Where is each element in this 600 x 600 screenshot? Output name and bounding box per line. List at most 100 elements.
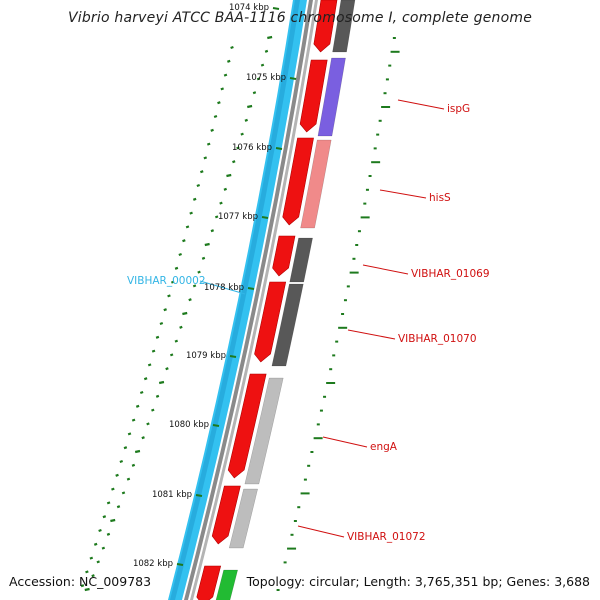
kbp-tick-mark <box>261 216 269 219</box>
gc-skew-tick <box>226 173 232 178</box>
gc-skew-tick <box>110 518 116 523</box>
kbp-tick-mark <box>229 355 237 358</box>
gc-content-tick <box>93 542 98 546</box>
kbp-tick-label: 1077 kbp <box>218 212 258 222</box>
gc-skew-tick <box>165 367 169 371</box>
gc-content-tick <box>185 225 190 229</box>
gene-callouts: ispG hisS VIBHAR_01069 VIBHAR_01070 engA VIBH… <box>127 99 490 543</box>
kbp-tick-label: 1079 kbp <box>186 351 226 361</box>
gene-callout-line <box>362 264 409 275</box>
gc-skew-tick <box>232 160 236 164</box>
cog-category-block <box>317 57 346 137</box>
gc-skew-tick <box>101 546 106 550</box>
gc-skew-tick <box>256 77 261 81</box>
gc-content-tick <box>115 473 119 477</box>
gc-skew-tick <box>134 449 141 454</box>
gc-content-tick <box>159 321 164 326</box>
gc-content-tick <box>227 59 231 63</box>
gc-content-tick <box>230 45 234 50</box>
backbone-line-inner <box>189 0 318 600</box>
gene-label: VIBHAR_01072 <box>347 531 426 543</box>
gc-skew-tick <box>141 436 145 440</box>
gc-content-tick <box>210 128 214 132</box>
gc-content-tick <box>80 584 85 588</box>
gc-skew-tick <box>126 477 131 481</box>
gc-skew-tick <box>106 532 111 536</box>
cog-category-block <box>228 488 258 549</box>
gc-skew-tick <box>169 353 174 357</box>
kbp-tick-label: 1082 kbp <box>133 559 173 569</box>
gc-content-tick <box>135 404 140 408</box>
kbp-tick-label: 1080 kbp <box>169 420 209 430</box>
gc-skew-tick <box>267 35 273 40</box>
gene-label: hisS <box>429 192 451 204</box>
gc-content-tick <box>163 308 167 312</box>
gc-skew-tick <box>201 256 206 260</box>
gc-content-tick <box>119 459 124 464</box>
gc-skew-tick <box>96 560 100 564</box>
kbp-scale: 1074 kbp 1075 kbp 1076 kbp 1077 kbp 1078 kbp… <box>133 3 297 569</box>
gc-content-tick <box>178 252 182 257</box>
kbp-tick-mark <box>272 7 280 10</box>
gene-callout-line <box>297 525 345 538</box>
gc-skew-tick <box>151 408 155 412</box>
gene-callout-line <box>397 99 445 110</box>
gene-callout-line <box>322 436 368 448</box>
kbp-tick-mark <box>176 563 184 566</box>
gc-content-tick <box>139 390 144 395</box>
gc-content-tick <box>223 73 228 77</box>
gc-skew-tick <box>214 215 219 219</box>
gc-skew-tick <box>158 380 165 385</box>
gc-ticks-right <box>276 37 400 591</box>
gc-skew-tick <box>146 422 150 426</box>
gc-content-tick <box>155 335 160 339</box>
gc-skew-tick <box>247 104 253 109</box>
kbp-tick-label: 1075 kbp <box>246 73 286 83</box>
gene-label: VIBHAR_00002 <box>127 275 206 287</box>
gc-content-tick <box>85 570 89 574</box>
gc-content-tick <box>151 349 156 353</box>
gc-content-tick <box>220 87 224 91</box>
kbp-tick-label: 1074 kbp <box>229 3 269 13</box>
kbp-tick-mark <box>247 287 255 290</box>
gene-features <box>196 0 356 600</box>
gc-skew-tick <box>260 63 265 67</box>
forward-cds-arrow <box>313 0 338 53</box>
gc-skew-tick <box>192 284 197 288</box>
forward-cds-arrow <box>196 565 222 600</box>
gc-content-tick <box>200 170 204 174</box>
gc-skew-tick <box>91 574 95 578</box>
gc-skew-tick <box>179 325 183 329</box>
gene-callout-line <box>379 189 427 199</box>
gene-label: ispG <box>447 103 470 115</box>
gc-skew-tick <box>210 229 215 233</box>
gene-callout-line <box>347 329 396 340</box>
gc-skew-tick <box>155 394 160 398</box>
gc-skew-tick <box>131 463 136 467</box>
gc-skew-tick <box>174 339 179 343</box>
cog-category-block <box>271 283 304 367</box>
genome-summary: Topology: circular; Length: 3,765,351 bp… <box>244 574 590 589</box>
kbp-tick-mark <box>195 494 203 497</box>
gc-content-tick <box>206 142 211 146</box>
gc-content-tick <box>131 418 136 422</box>
gc-content-tick <box>189 211 193 215</box>
cog-category-block <box>332 0 356 53</box>
kbp-tick-label: 1081 kbp <box>152 490 192 500</box>
gc-skew-tick <box>188 298 192 302</box>
kbp-tick-mark <box>275 147 283 150</box>
gc-content-tick <box>167 294 171 298</box>
map-title: Vibrio harveyi ATCC BAA-1116 chromosome … <box>67 10 533 26</box>
gc-skew-ticks-outer <box>84 35 273 592</box>
trna-track-edge <box>169 0 300 600</box>
gc-skew-tick <box>84 587 90 592</box>
kbp-tick-label: 1078 kbp <box>204 283 244 293</box>
cog-category-block <box>300 139 332 229</box>
gc-skew-tick <box>116 505 121 509</box>
gc-content-tick <box>170 280 175 284</box>
gc-skew-tick <box>223 187 227 191</box>
forward-cds-arrow <box>227 373 267 479</box>
gc-skew-tick <box>197 270 201 274</box>
